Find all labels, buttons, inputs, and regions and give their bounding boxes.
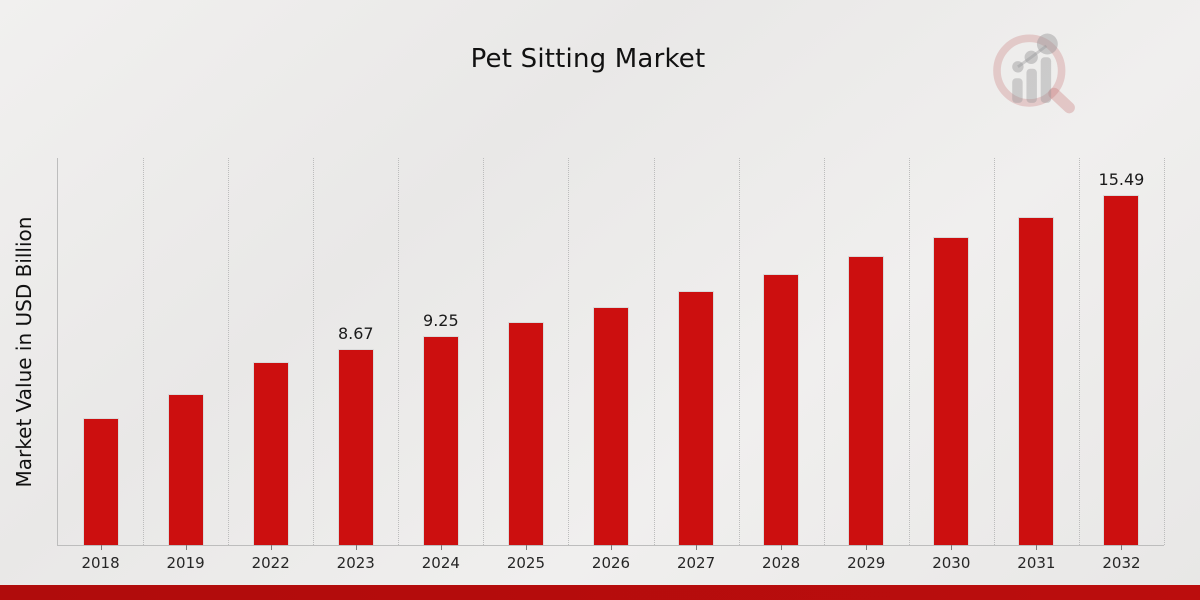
gridline bbox=[398, 158, 400, 545]
x-axis-label-2025: 2025 bbox=[506, 554, 546, 572]
x-axis-label-2018: 2018 bbox=[81, 554, 120, 572]
magnifier-bar-chart-logo-icon bbox=[993, 33, 1075, 114]
gridline bbox=[653, 158, 655, 545]
x-axis-tick-2031 bbox=[1036, 545, 1038, 550]
bar-2031 bbox=[1018, 217, 1055, 545]
gridline bbox=[908, 158, 910, 545]
bar-value-label-2023: 8.67 bbox=[337, 324, 374, 343]
gridline bbox=[228, 158, 230, 545]
bar-2019 bbox=[167, 394, 204, 545]
x-axis-tick-2022 bbox=[270, 545, 272, 550]
bar-2026 bbox=[593, 307, 629, 545]
x-axis-label-2029: 2029 bbox=[847, 554, 886, 572]
gridline bbox=[993, 158, 995, 545]
x-axis-tick-2025 bbox=[525, 545, 527, 550]
gridline bbox=[568, 158, 570, 545]
gridline bbox=[738, 158, 740, 545]
bar-2022 bbox=[252, 362, 289, 545]
x-axis-tick-2023 bbox=[355, 545, 357, 550]
bar-2024 bbox=[422, 336, 459, 545]
footer-strip bbox=[0, 585, 1200, 600]
y-axis-title: Market Value in USD Billion bbox=[12, 216, 36, 488]
bar-value-label-2024: 9.25 bbox=[423, 311, 459, 330]
x-axis-tick-2026 bbox=[611, 545, 612, 550]
x-axis-label-2022: 2022 bbox=[251, 554, 290, 572]
x-axis-label-2030: 2030 bbox=[932, 554, 971, 572]
bar-2023 bbox=[337, 349, 374, 545]
gridline bbox=[143, 158, 145, 545]
x-axis-label-2019: 2019 bbox=[166, 554, 205, 572]
x-axis-tick-2032 bbox=[1121, 545, 1123, 550]
x-axis-tick-2018 bbox=[100, 545, 102, 550]
bar-2027 bbox=[678, 291, 715, 545]
x-axis-tick-2029 bbox=[866, 545, 868, 550]
gridline bbox=[483, 158, 485, 545]
gridline bbox=[1078, 158, 1080, 545]
bar-2018 bbox=[82, 418, 119, 545]
chart-title: Pet Sitting Market bbox=[470, 44, 706, 74]
gridline bbox=[823, 158, 825, 545]
bar-2028 bbox=[763, 274, 800, 545]
x-axis-tick-2030 bbox=[951, 545, 953, 550]
bar-value-label-2032: 15.49 bbox=[1098, 170, 1145, 189]
plot-area: 2018 2019 2022 8.67 2023 9.25 2024 2025 2026 2027… bbox=[57, 158, 1165, 572]
x-axis-label-2032: 2032 bbox=[1102, 554, 1141, 572]
gridline bbox=[1164, 158, 1165, 545]
bar-2032 bbox=[1103, 195, 1140, 545]
x-axis-tick-2024 bbox=[440, 545, 442, 550]
gridline bbox=[313, 158, 315, 545]
bar-2025 bbox=[507, 322, 544, 545]
x-axis-label-2031: 2031 bbox=[1017, 554, 1056, 572]
bar-2030 bbox=[933, 237, 970, 545]
x-axis-label-2026: 2026 bbox=[591, 554, 631, 572]
x-axis-label-2024: 2024 bbox=[421, 554, 460, 572]
bar-2029 bbox=[848, 256, 885, 545]
x-axis-label-2027: 2027 bbox=[676, 554, 716, 572]
x-axis-tick-2027 bbox=[696, 545, 698, 550]
x-axis-label-2028: 2028 bbox=[762, 554, 801, 572]
x-axis-label-2023: 2023 bbox=[336, 554, 375, 572]
x-axis-tick-2028 bbox=[781, 545, 783, 550]
x-axis-tick-2019 bbox=[185, 545, 187, 550]
